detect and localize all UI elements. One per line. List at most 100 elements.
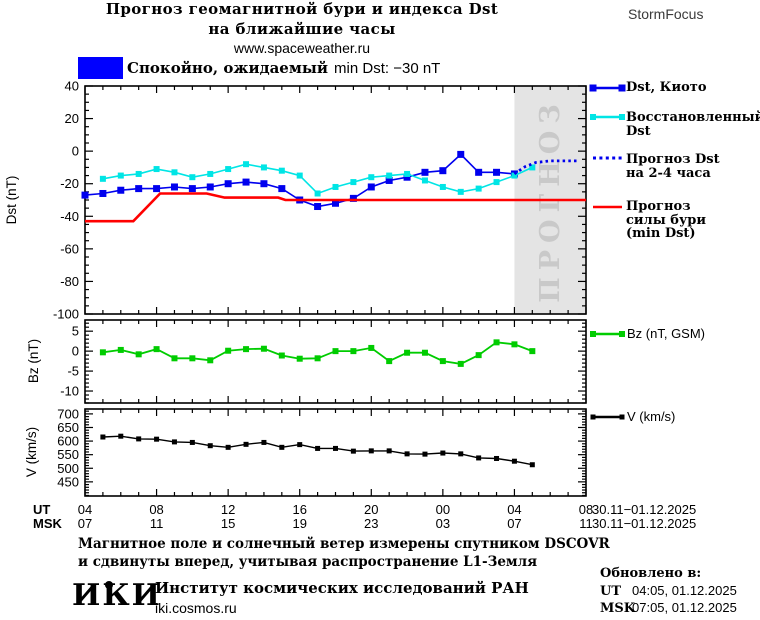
y-tick-label: -80 [60,274,79,289]
y-tick-label: 700 [57,406,79,421]
data-point [368,448,374,454]
data-point [188,185,196,193]
storm-status-value: min Dst: −30 nT [334,59,441,77]
data-point [404,451,410,457]
data-point [99,349,106,356]
x-tick-label: 04 [78,502,92,517]
y-tick-label: 450 [57,474,79,489]
data-point [421,177,428,184]
data-point [189,355,196,362]
series-line [513,159,579,176]
data-point [261,439,267,445]
legend-label: (min Dst) [626,226,696,241]
data-point [386,448,392,454]
data-point [493,179,500,186]
data-point [99,175,106,182]
data-point [117,186,125,194]
legend-item-bz: Bz (nT, GSM) [627,327,705,341]
x-tick-label: 08 [149,502,163,517]
y-tick-label: 20 [65,111,79,126]
data-point [333,445,338,451]
data-point [279,444,285,450]
data-point [278,352,285,359]
data-point [296,355,303,362]
storm-status-line: Спокойно, ожидаемый min Dst: −30 nT [78,56,440,80]
data-point [189,174,196,181]
measurement-note-line1: Магнитное поле и солнечный ветер измерен… [78,536,610,552]
data-point [350,179,357,186]
data-point [81,191,89,199]
x-axis-prefix: UT [33,502,50,517]
data-point [457,150,465,158]
legend-glyph-5 [590,414,625,420]
y-tick-label: 500 [57,461,79,476]
updated-label: Обновлено в: [600,566,702,581]
data-point [457,360,464,367]
y-tick-label: -40 [60,209,79,224]
legend-glyph-4 [590,331,625,337]
series-solar_wind_speed [100,433,535,468]
data-point [243,161,250,168]
data-point [422,451,428,457]
data-point [207,443,213,449]
institute-url: iki.cosmos.ru [155,600,237,616]
x-tick-label: 07 [507,516,521,531]
data-point [225,347,232,354]
legend-item-storm-forecast: Прогноз силы бури (min Dst) [626,200,706,241]
data-point [314,190,321,197]
y-tick-label: 0 [72,144,79,159]
legend-sample-marker [589,84,597,92]
brand-label: StormFocus [628,6,704,22]
y-tick-label: -5 [67,364,79,379]
x-tick-label: 23 [364,516,378,531]
data-point [511,341,518,348]
x-axis-row-msk: MSK 07 11 15 19 23 03 07 11 30.11−01.12.2025 [33,516,696,531]
data-point [297,442,303,448]
data-point [458,451,464,457]
data-point [207,170,214,177]
data-point [350,348,357,355]
data-point [153,185,161,193]
updated-ut-prefix: UT [600,584,622,599]
data-point [135,351,142,358]
iki-logo: ИКИ [72,578,162,613]
data-point [170,183,178,191]
data-point [368,174,375,181]
x-tick-label: 00 [436,502,450,517]
data-point [225,166,232,173]
y-axis-label-dst: Dst (nT) [4,176,19,225]
institute-name: Институт космических исследований РАН [155,579,529,597]
legend-sample-marker [619,114,625,120]
data-point [440,450,446,456]
data-point [315,445,321,451]
legend-sample-marker [590,331,596,337]
legend-item-dst-forecast: Прогноз Dst на 2-4 часа [626,153,720,180]
data-point [439,358,446,365]
y-tick-label: 40 [65,79,79,94]
data-point [296,172,303,179]
legend-item-dst-reconstructed: Восстановленный Dst [626,111,760,138]
y-tick-label: 0 [72,344,79,359]
data-point [475,185,482,192]
data-point [206,183,214,191]
data-point [117,346,124,353]
data-point [135,170,142,177]
data-point [243,441,249,447]
data-point [386,358,393,365]
data-point [153,346,160,353]
data-point [386,172,393,179]
series-dst_reconstructed [99,161,536,197]
panel-frame-v [84,408,587,497]
data-point [457,188,464,195]
data-point [136,436,142,442]
data-point [314,203,322,211]
x-axis-date-range: 30.11−01.12.2025 [592,502,696,517]
data-point [260,180,268,188]
legend-label: Dst [626,123,651,139]
legend-sample-marker [619,414,625,420]
data-point [404,170,411,177]
data-point [368,344,375,351]
series-storm_strength_forecast_min_dst [85,192,586,223]
